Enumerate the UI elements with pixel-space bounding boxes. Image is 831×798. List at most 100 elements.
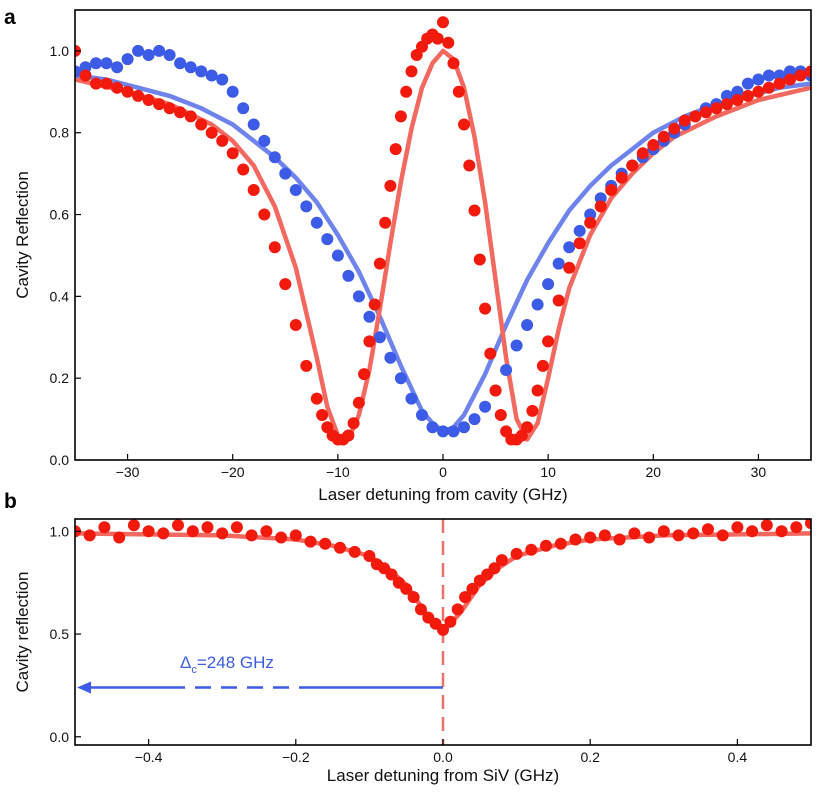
data-point-red bbox=[172, 519, 184, 532]
data-point-blue bbox=[184, 61, 197, 74]
data-point-red bbox=[142, 94, 155, 106]
data-point-blue bbox=[531, 298, 544, 311]
data-point-red bbox=[347, 417, 360, 430]
data-point-red bbox=[289, 319, 302, 331]
y-tick-label: 1.0 bbox=[50, 43, 70, 59]
data-point-blue bbox=[584, 208, 597, 221]
panel-b-frame bbox=[74, 518, 812, 746]
data-point-red bbox=[731, 94, 744, 106]
data-point-blue bbox=[331, 249, 344, 262]
data-point-blue bbox=[752, 73, 765, 86]
x-tick-label: 0.4 bbox=[728, 749, 748, 765]
data-point-red bbox=[157, 527, 170, 540]
data-point-blue bbox=[741, 77, 754, 90]
x-tick-label: 30 bbox=[751, 464, 767, 480]
data-point-red bbox=[702, 523, 714, 536]
data-point-red bbox=[805, 519, 811, 530]
data-point-red bbox=[521, 421, 534, 434]
y-tick-label: 0.0 bbox=[50, 452, 70, 468]
data-point-blue bbox=[720, 89, 733, 102]
panel-a-chart: −30 −20 −10 0 10 20 30 0.0 0.2 0.4 0.6 0.8 1.0 Laser… bbox=[13, 9, 812, 504]
data-point-red bbox=[805, 65, 811, 78]
data-point-red bbox=[379, 216, 392, 229]
data-point-red bbox=[775, 525, 788, 538]
data-point-blue bbox=[300, 200, 313, 213]
data-point-red bbox=[186, 525, 199, 538]
x-tick-label: 0 bbox=[439, 464, 447, 480]
data-point-red bbox=[174, 106, 187, 119]
delta-value: =248 GHz bbox=[197, 653, 274, 672]
data-point-red bbox=[720, 98, 733, 111]
data-point-red bbox=[279, 278, 292, 291]
data-point-blue bbox=[447, 425, 460, 438]
x-tick-label: −20 bbox=[221, 464, 245, 480]
data-point-red bbox=[741, 89, 754, 102]
y-tick-label: 0.8 bbox=[50, 125, 70, 141]
data-point-blue bbox=[594, 192, 607, 205]
x-tick-label: −0.2 bbox=[282, 749, 310, 765]
data-point-blue bbox=[552, 257, 565, 270]
y-tick-label: 0.5 bbox=[50, 626, 70, 642]
data-point-red bbox=[699, 106, 712, 119]
x-tick-label: −0.4 bbox=[135, 749, 163, 765]
data-point-red bbox=[447, 57, 460, 70]
data-point-red bbox=[216, 527, 229, 540]
data-point-red bbox=[636, 147, 649, 160]
data-point-red bbox=[431, 32, 444, 45]
data-point-blue bbox=[75, 65, 81, 78]
data-point-blue bbox=[510, 339, 523, 352]
data-point-red bbox=[442, 36, 455, 49]
data-point-red bbox=[316, 409, 329, 421]
data-point-red bbox=[473, 253, 486, 266]
data-point-red bbox=[672, 529, 685, 542]
panel-a-xlabel: Laser detuning from cavity (GHz) bbox=[318, 485, 567, 504]
data-point-red bbox=[373, 257, 386, 270]
data-point-red bbox=[794, 69, 807, 82]
data-point-red bbox=[405, 65, 418, 78]
data-point-red bbox=[385, 568, 398, 581]
data-point-red bbox=[552, 294, 565, 307]
data-point-red bbox=[245, 529, 258, 542]
data-point-blue bbox=[90, 57, 102, 70]
data-point-red bbox=[394, 110, 407, 123]
data-point-blue bbox=[79, 61, 92, 74]
data-point-blue bbox=[153, 44, 166, 57]
data-point-red bbox=[363, 550, 376, 562]
panel-a-ylabel: Cavity Reflection bbox=[13, 171, 32, 299]
data-point-red bbox=[760, 519, 773, 532]
data-point-red bbox=[451, 603, 464, 616]
data-point-blue bbox=[226, 85, 239, 98]
data-point-red bbox=[90, 77, 102, 90]
fit-line-red-fit bbox=[75, 48, 811, 442]
data-point-blue bbox=[142, 49, 155, 61]
data-point-red bbox=[687, 527, 700, 540]
data-point-red bbox=[358, 368, 371, 381]
x-tick-label: 20 bbox=[645, 464, 661, 480]
data-point-red bbox=[342, 429, 355, 442]
data-point-red bbox=[384, 179, 397, 192]
data-point-red bbox=[289, 529, 302, 542]
data-point-red bbox=[300, 359, 313, 372]
data-point-red bbox=[526, 404, 539, 417]
data-point-red bbox=[489, 384, 502, 397]
data-point-red bbox=[268, 241, 281, 254]
data-point-blue bbox=[195, 65, 208, 78]
data-point-red bbox=[400, 582, 413, 595]
data-point-red bbox=[716, 529, 729, 542]
data-point-red bbox=[563, 261, 576, 274]
panel-a-ticks: −30 −20 −10 0 10 20 30 0.0 0.2 0.4 0.6 0.8 1.0 bbox=[50, 43, 767, 480]
data-point-blue bbox=[321, 233, 334, 246]
data-point-red bbox=[542, 335, 555, 348]
data-point-red bbox=[479, 302, 492, 315]
data-point-blue bbox=[310, 216, 323, 229]
panel-b-ticks: −0.4 −0.2 0.0 0.2 0.4 0.0 0.5 1.0 bbox=[50, 523, 748, 765]
panel-b-ylabel: Cavity reflection bbox=[13, 572, 32, 693]
data-point-red bbox=[184, 110, 197, 123]
data-point-red bbox=[100, 77, 113, 90]
data-point-blue bbox=[100, 57, 113, 70]
data-point-red bbox=[484, 347, 497, 360]
data-point-red bbox=[79, 69, 92, 82]
data-point-blue bbox=[573, 224, 586, 237]
data-point-blue bbox=[268, 151, 281, 164]
data-point-red bbox=[773, 77, 786, 90]
